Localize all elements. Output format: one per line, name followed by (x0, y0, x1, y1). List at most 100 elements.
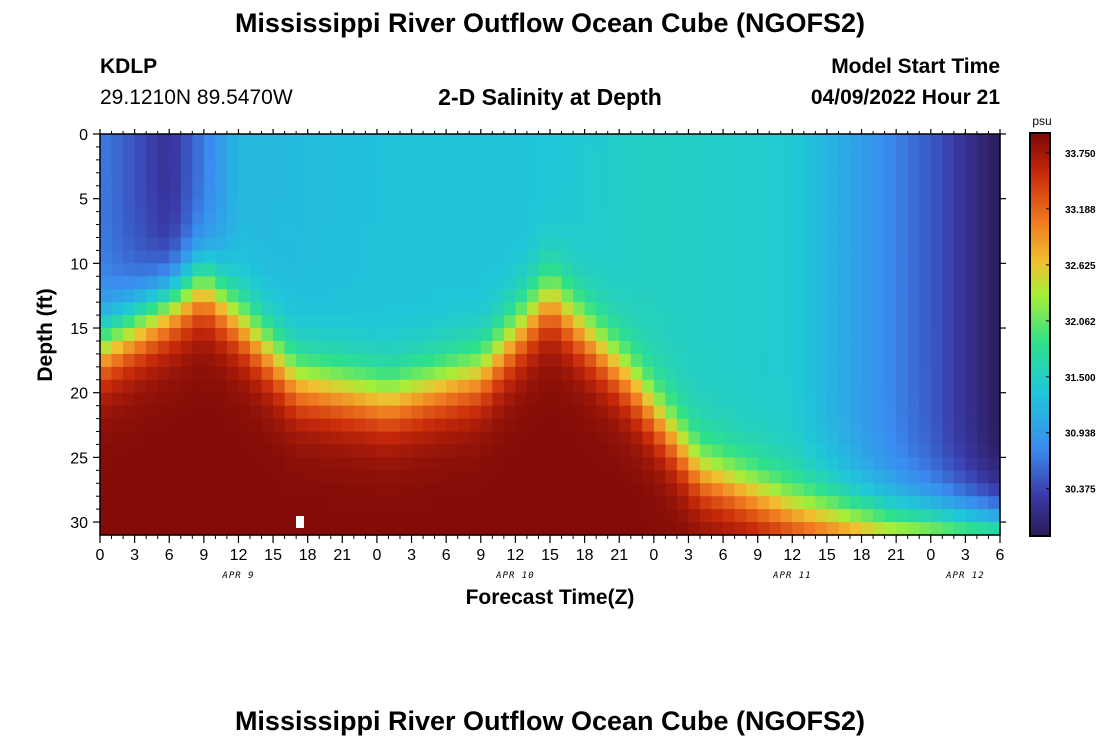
heatmap-cell (284, 224, 297, 239)
heatmap-cell (550, 185, 563, 200)
heatmap-cell (330, 340, 343, 355)
heatmap-cell (423, 250, 436, 264)
heatmap-cell (976, 250, 990, 264)
heatmap-cell (169, 392, 182, 407)
heatmap-cell (423, 522, 436, 536)
heatmap-cell (319, 198, 332, 213)
heatmap-cell (342, 431, 355, 446)
heatmap-cell (238, 509, 251, 523)
heatmap-cell (515, 328, 528, 342)
heatmap-cell (330, 444, 343, 458)
heatmap-cell (192, 483, 205, 497)
heatmap-cell (342, 276, 355, 290)
heatmap-cell (884, 159, 897, 174)
heatmap-cell (619, 405, 632, 420)
heatmap-cell (492, 522, 505, 536)
heatmap-cell (284, 405, 297, 420)
heatmap-cell (850, 470, 863, 484)
heatmap-cell (273, 496, 286, 510)
x-tick-label: 0 (926, 547, 935, 564)
heatmap-cell (803, 302, 816, 316)
heatmap-cell (815, 457, 828, 471)
heatmap-cell (515, 276, 528, 290)
heatmap-cell (250, 366, 263, 381)
heatmap-cell (930, 289, 943, 303)
heatmap-cell (596, 146, 609, 161)
heatmap-cell (815, 509, 828, 523)
heatmap-cell (584, 392, 597, 407)
heatmap-cell (446, 146, 459, 161)
heatmap-cell (769, 134, 782, 148)
heatmap-cell (826, 315, 840, 329)
heatmap-cell (907, 340, 920, 355)
heatmap-cell (596, 172, 609, 187)
heatmap-cell (215, 483, 228, 497)
heatmap-cell (423, 392, 436, 407)
heatmap-cell (503, 431, 516, 446)
heatmap-cell (238, 470, 251, 484)
heatmap-cell (319, 172, 332, 187)
heatmap-cell (411, 353, 424, 368)
heatmap-cell (907, 457, 920, 471)
heatmap-cell (146, 146, 159, 161)
heatmap-cell (653, 405, 666, 420)
heatmap-cell (896, 250, 909, 264)
heatmap-cell (907, 159, 920, 174)
heatmap-cell (250, 379, 263, 394)
heatmap-cell (434, 470, 447, 484)
heatmap-cell (573, 263, 586, 277)
heatmap-cell (180, 315, 193, 329)
model-start-label: Model Start Time (831, 55, 1000, 78)
heatmap-cell (388, 276, 401, 290)
heatmap-cell (596, 509, 609, 523)
heatmap-cell (353, 211, 366, 226)
heatmap-cell (330, 172, 343, 187)
heatmap-cell (169, 366, 182, 381)
heatmap-cell (815, 418, 828, 433)
heatmap-cell (746, 211, 759, 226)
heatmap-cell (700, 328, 713, 342)
heatmap-cell (469, 302, 482, 316)
heatmap-cell (584, 276, 597, 290)
heatmap-cell (803, 483, 816, 497)
heatmap-cell (573, 289, 586, 303)
heatmap-cell (226, 483, 240, 497)
heatmap-cell (769, 302, 782, 316)
heatmap-cell (434, 457, 447, 471)
heatmap-cell (584, 315, 597, 329)
heatmap-cell (723, 366, 736, 381)
heatmap-cell (550, 444, 563, 458)
heatmap-cell (653, 224, 666, 239)
heatmap-cell (988, 159, 1001, 174)
heatmap-cell (411, 392, 424, 407)
heatmap-cell (250, 353, 263, 368)
heatmap-cell (111, 470, 124, 484)
heatmap-cell (538, 522, 551, 536)
heatmap-cell (515, 198, 528, 213)
heatmap-cell (838, 315, 851, 329)
heatmap-cell (342, 522, 355, 536)
heatmap-cell (746, 302, 759, 316)
heatmap-cell (630, 522, 643, 536)
heatmap-cell (550, 405, 563, 420)
heatmap-cell (873, 263, 886, 277)
heatmap-cell (653, 198, 666, 213)
heatmap-cell (700, 496, 713, 510)
heatmap-cell (942, 340, 955, 355)
heatmap-cell (884, 366, 897, 381)
heatmap-cell (850, 302, 863, 316)
heatmap-cell (169, 263, 182, 277)
heatmap-cell (273, 470, 286, 484)
heatmap-cell (746, 392, 759, 407)
heatmap-cell (803, 328, 816, 342)
heatmap-cell (146, 470, 159, 484)
heatmap-cell (469, 509, 482, 523)
heatmap-cell (815, 405, 828, 420)
heatmap-cell (319, 444, 332, 458)
heatmap-cell (215, 211, 228, 226)
heatmap-cell (226, 276, 240, 290)
heatmap-cell (434, 315, 447, 329)
heatmap-cell (942, 379, 955, 394)
heatmap-cell (319, 392, 332, 407)
heatmap-cell (942, 522, 955, 536)
